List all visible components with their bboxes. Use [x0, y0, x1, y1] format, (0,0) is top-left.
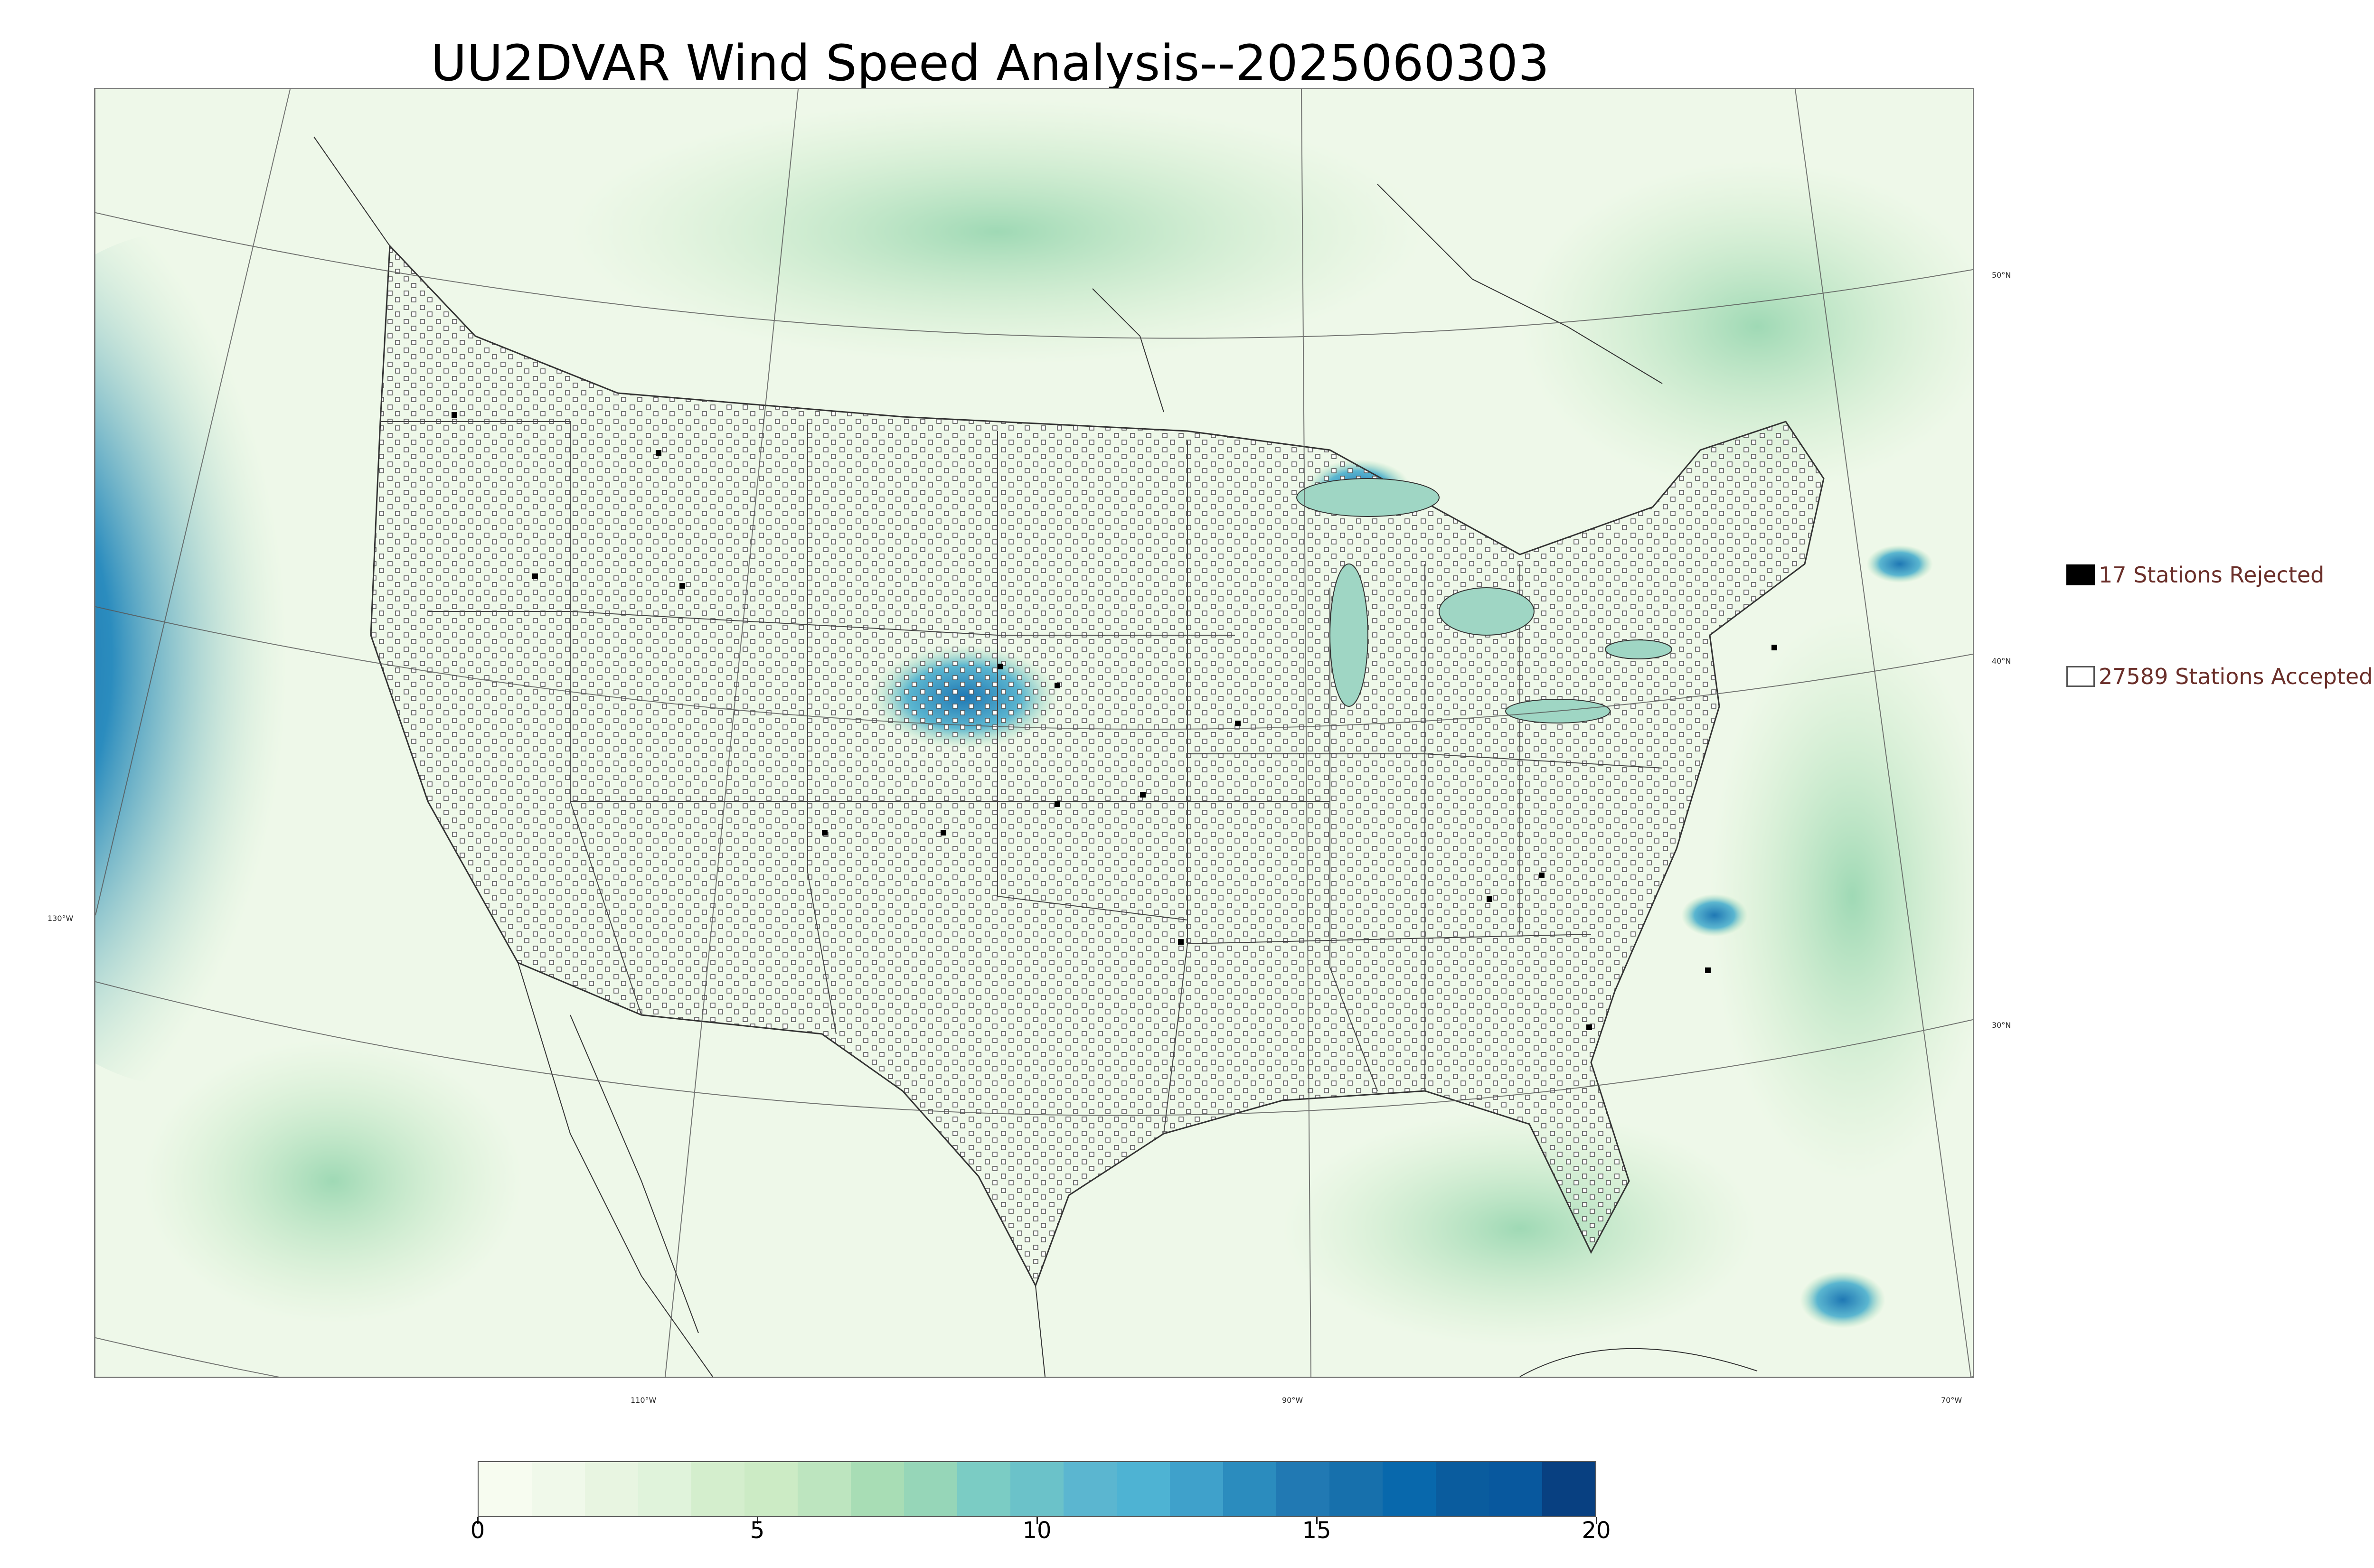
- colorbar-segment: [585, 1462, 638, 1516]
- colorbar-segment: [1542, 1462, 1595, 1516]
- colorbar-segment: [532, 1462, 585, 1516]
- lat-label-40: 40°N: [1992, 657, 2011, 666]
- pacific-wind-maximum: [95, 232, 447, 1086]
- colorbar-tick-mark: [477, 1517, 479, 1524]
- rejected-stations: [452, 412, 1777, 1030]
- colorbar-segment: [1064, 1462, 1117, 1516]
- map-title: UU2DVAR Wind Speed Analysis--2025060303: [430, 34, 1550, 92]
- colorbar-tick-mark: [757, 1517, 758, 1524]
- coastlines: [313, 136, 1758, 1377]
- colorbar-segment: [1117, 1462, 1170, 1516]
- colorbar-tick-label: 10: [1022, 1517, 1052, 1544]
- lat-label-50: 50°N: [1992, 271, 2011, 280]
- colorbar-segment: [638, 1462, 691, 1516]
- map-canvas: [95, 89, 1973, 1377]
- atlantic-wind-maximum: [1681, 894, 1748, 937]
- lon-label-130: 130°W: [47, 914, 74, 923]
- colorbar-segment: [851, 1462, 904, 1516]
- colorbar-segment: [1010, 1462, 1064, 1516]
- colorbar-tick-label: 5: [750, 1517, 765, 1544]
- colorbar-segment: [479, 1462, 532, 1516]
- colorbar-segment: [1489, 1462, 1542, 1516]
- lon-label-90: 90°W: [1282, 1396, 1303, 1405]
- colorbar-segment: [1170, 1462, 1223, 1516]
- lat-label-30: 30°N: [1992, 1021, 2011, 1030]
- colorbar-segment: [957, 1462, 1010, 1516]
- wind-speed-map[interactable]: [94, 88, 1974, 1378]
- colorbar-tick-mark: [1036, 1517, 1038, 1524]
- colorbar-segment: [798, 1462, 851, 1516]
- accepted-swatch: [2066, 666, 2095, 687]
- legend-accepted: 27589 Stations Accepted: [2066, 664, 2373, 689]
- lon-label-110: 110°W: [631, 1396, 657, 1405]
- rejected-swatch: [2066, 564, 2095, 585]
- colorbar-segment: [1329, 1462, 1383, 1516]
- colorbar-segment: [1383, 1462, 1436, 1516]
- canada-wind-field: [570, 99, 1425, 365]
- lon-label-70: 70°W: [1941, 1396, 1962, 1405]
- legend-accepted-label: 27589 Stations Accepted: [2099, 664, 2373, 689]
- colorbar-segment: [1436, 1462, 1489, 1516]
- colorbar-tick-mark: [1316, 1517, 1318, 1524]
- colorbar-tick-label: 15: [1302, 1517, 1331, 1544]
- great-lakes: [1296, 478, 1672, 723]
- colorbar-segment: [691, 1462, 744, 1516]
- colorbar-segment: [744, 1462, 798, 1516]
- graticule: [95, 89, 1973, 1377]
- colorbar-segment: [1276, 1462, 1329, 1516]
- wind-speed-colorbar: [478, 1461, 1596, 1517]
- colorbar-tick-label: 0: [470, 1517, 485, 1544]
- colorbar-tick-mark: [1596, 1517, 1597, 1524]
- colorbar-segment: [904, 1462, 957, 1516]
- legend-rejected: 17 Stations Rejected: [2066, 562, 2324, 588]
- caribbean-wind-maximum: [1800, 1271, 1885, 1328]
- legend-rejected-label: 17 Stations Rejected: [2099, 562, 2325, 588]
- colorbar-segment: [1223, 1462, 1276, 1516]
- colorbar-tick-label: 20: [1582, 1517, 1611, 1544]
